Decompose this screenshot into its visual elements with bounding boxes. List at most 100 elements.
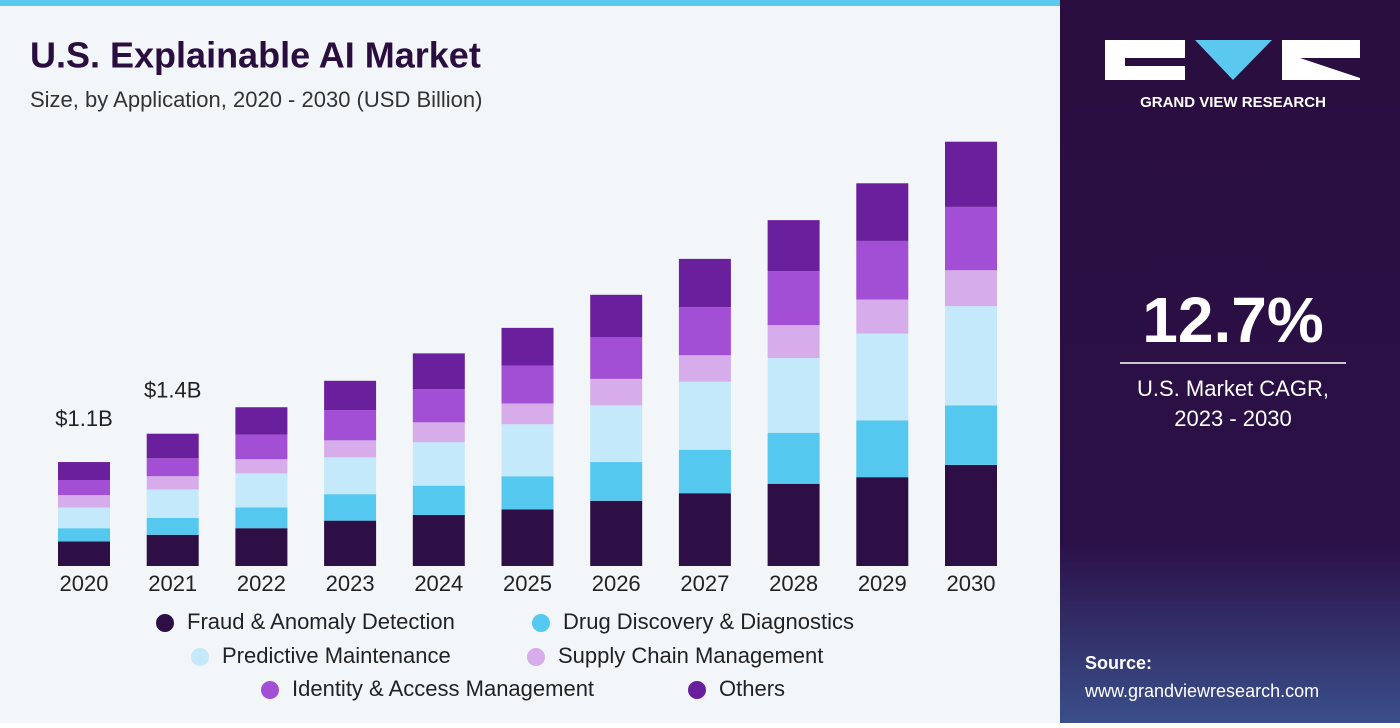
- bar-segment: [412, 422, 465, 443]
- bar-segment: [324, 457, 377, 495]
- x-tick-label: 2026: [592, 571, 641, 596]
- bar-segment: [412, 353, 465, 390]
- bar-segment: [945, 464, 997, 566]
- bar-segment: [678, 493, 731, 566]
- bar-segment: [501, 476, 554, 510]
- bar-segment: [590, 294, 643, 338]
- bar-segment: [767, 358, 820, 433]
- bar-segment: [412, 442, 465, 486]
- bar-segment: [501, 327, 554, 366]
- bar-segment: [945, 206, 997, 271]
- legend-marker: [191, 648, 209, 666]
- bar-segment: [856, 183, 909, 241]
- bar-segment: [767, 432, 820, 484]
- bar-segment: [856, 299, 909, 334]
- bar-segment: [235, 407, 288, 435]
- total-label: $1.4B: [144, 378, 202, 403]
- bar-segment: [678, 307, 731, 356]
- bar-segment: [945, 306, 997, 406]
- stat: 12.7%: [1142, 284, 1323, 356]
- bar-segment: [678, 449, 731, 494]
- bar-segment: [58, 495, 110, 508]
- legend-marker: [688, 681, 706, 699]
- bar-segment: [856, 333, 909, 421]
- bar-segment: [501, 424, 554, 477]
- bar-segment: [58, 507, 110, 529]
- bar-segment: [501, 365, 554, 404]
- chart-title: U.S. Explainable AI Market: [30, 35, 481, 76]
- x-tick-label: 2028: [769, 571, 818, 596]
- bar-segment: [146, 489, 199, 518]
- bar-segment: [146, 517, 199, 535]
- x-tick-label: 2020: [60, 571, 109, 596]
- bar-segment: [58, 462, 110, 481]
- bar-segment: [58, 480, 110, 496]
- sidebar: [1060, 0, 1400, 723]
- legend-label: Drug Discovery & Diagnostics: [563, 609, 854, 634]
- bar-segment: [324, 520, 377, 566]
- bar-segment: [590, 500, 643, 566]
- legend-label: Supply Chain Management: [558, 643, 823, 668]
- x-tick-label: 2027: [680, 571, 729, 596]
- bar-segment: [146, 433, 199, 459]
- stat-caption: 2023 - 2030: [1174, 406, 1291, 431]
- bar-segment: [235, 434, 288, 460]
- bar-segment: [412, 389, 465, 423]
- bar-segment: [58, 528, 110, 542]
- bar-segment: [678, 258, 731, 308]
- x-tick-label: 2024: [414, 571, 463, 596]
- bar-segment: [324, 440, 377, 458]
- x-tick-label: 2022: [237, 571, 286, 596]
- bar-segment: [856, 477, 909, 566]
- legend-marker: [261, 681, 279, 699]
- brand: GRAND VIEW RESEARCH: [1140, 94, 1326, 111]
- bar-segment: [501, 403, 554, 425]
- source-label: Source:: [1085, 653, 1152, 673]
- bar-segment: [945, 405, 997, 465]
- bar-segment: [235, 507, 288, 529]
- x-tick-label: 2025: [503, 571, 552, 596]
- bar-segment: [945, 141, 997, 207]
- bar-segment: [856, 420, 909, 478]
- bar-segment: [945, 270, 997, 307]
- stat-caption: U.S. Market CAGR,: [1137, 376, 1329, 401]
- bar-segment: [678, 381, 731, 450]
- bar-segment: [767, 325, 820, 359]
- bar-segment: [501, 509, 554, 566]
- bar-segment: [767, 271, 820, 326]
- bar-segment: [146, 476, 199, 490]
- bar-segment: [235, 473, 288, 508]
- chart-subtitle: Size, by Application, 2020 - 2030 (USD B…: [30, 87, 482, 112]
- bar-segment: [590, 378, 643, 406]
- legend-marker: [527, 648, 545, 666]
- x-tick-label: 2023: [326, 571, 375, 596]
- legend-label: Others: [719, 676, 785, 701]
- bar-segment: [324, 380, 377, 411]
- bar-segment: [767, 483, 820, 566]
- source-url: www.grandviewresearch.com: [1084, 681, 1319, 701]
- x-tick-label: 2029: [858, 571, 907, 596]
- bar-segment: [590, 462, 643, 501]
- bar-segment: [146, 458, 199, 477]
- bar-segment: [235, 459, 288, 474]
- bar-segment: [324, 494, 377, 521]
- legend-marker: [532, 614, 550, 632]
- x-tick-label: 2021: [148, 571, 197, 596]
- bar-segment: [767, 220, 820, 272]
- bar-segment: [678, 355, 731, 382]
- legend-label: Identity & Access Management: [292, 676, 594, 701]
- bar-segment: [235, 528, 288, 566]
- top-strip: [0, 0, 1060, 6]
- bar-segment: [324, 410, 377, 441]
- legend-label: Predictive Maintenance: [222, 643, 451, 668]
- bar-segment: [58, 541, 110, 566]
- bar-segment: [590, 337, 643, 379]
- bar-segment: [412, 485, 465, 515]
- bar-segment: [412, 514, 465, 566]
- legend-label: Fraud & Anomaly Detection: [187, 609, 455, 634]
- bar-segment: [146, 534, 199, 566]
- total-label: $1.1B: [55, 406, 113, 431]
- legend-marker: [156, 614, 174, 632]
- bar-segment: [856, 240, 909, 300]
